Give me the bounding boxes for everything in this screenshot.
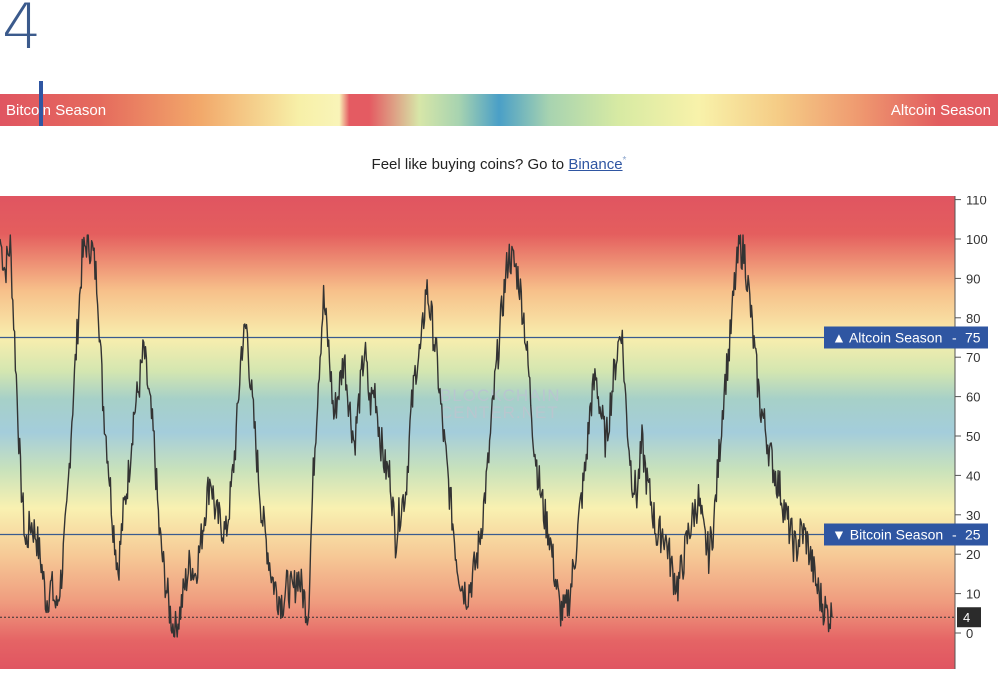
promo-line: Feel like buying coins? Go to Binance* [0, 155, 998, 173]
y-tick-label: 40 [966, 468, 980, 483]
current-value-label: 4 [963, 610, 970, 625]
reference-label-box [824, 523, 988, 546]
reference-label-sep: - [952, 527, 957, 543]
chart-svg: BLOCKCHAIN CENTER.NET 0 10 20 30 40 50 60 70 80 9… [0, 193, 988, 669]
reference-label-text: ▲ Altcoin Season [832, 330, 942, 346]
index-line [0, 234, 833, 638]
y-tick-label: 80 [966, 311, 980, 326]
altcoin-index-value: 4 [2, 0, 42, 63]
y-tick-label: 60 [966, 390, 980, 405]
season-gradient-bar: Bitcoin Season Altcoin Season [0, 94, 998, 126]
promo-asterisk: * [622, 155, 627, 166]
y-tick-label: 0 [966, 626, 973, 641]
altcoin-season-label: Altcoin Season [890, 102, 991, 119]
altcoin-season-chart: BLOCKCHAIN CENTER.NET 0 10 20 30 40 50 60 70 80 9… [0, 193, 1000, 669]
reference-label-text: ▼ Bitcoin Season [832, 527, 943, 543]
y-tick-label: 100 [966, 232, 988, 247]
chart-background [0, 196, 955, 669]
y-tick-label: 90 [966, 271, 980, 286]
reference-label-sep: - [952, 330, 957, 346]
reference-label-box [824, 326, 988, 349]
series-layer [0, 234, 833, 638]
binance-link[interactable]: Binance [568, 156, 623, 173]
current-value-box [957, 607, 981, 628]
reference-label-value: 75 [965, 330, 981, 346]
y-tick-label: 110 [966, 196, 987, 208]
promo-text: Feel like buying coins? Go to [371, 156, 569, 173]
reference-labels: ▲ Altcoin Season -75▼ Bitcoin Season -254 [824, 326, 988, 628]
y-tick-label: 20 [966, 547, 980, 562]
bitcoin-season-label: Bitcoin Season [6, 102, 107, 119]
y-tick-label: 30 [966, 508, 980, 523]
y-tick-label: 10 [966, 587, 980, 602]
y-axis-ticks: 0 10 20 30 40 50 60 70 80 90 100 110 [955, 193, 988, 641]
y-tick-label: 50 [966, 429, 980, 444]
watermark: BLOCKCHAIN CENTER.NET [440, 386, 566, 422]
index-marker [39, 81, 43, 126]
reference-label-value: 25 [965, 527, 981, 543]
y-tick-label: 70 [966, 350, 980, 365]
